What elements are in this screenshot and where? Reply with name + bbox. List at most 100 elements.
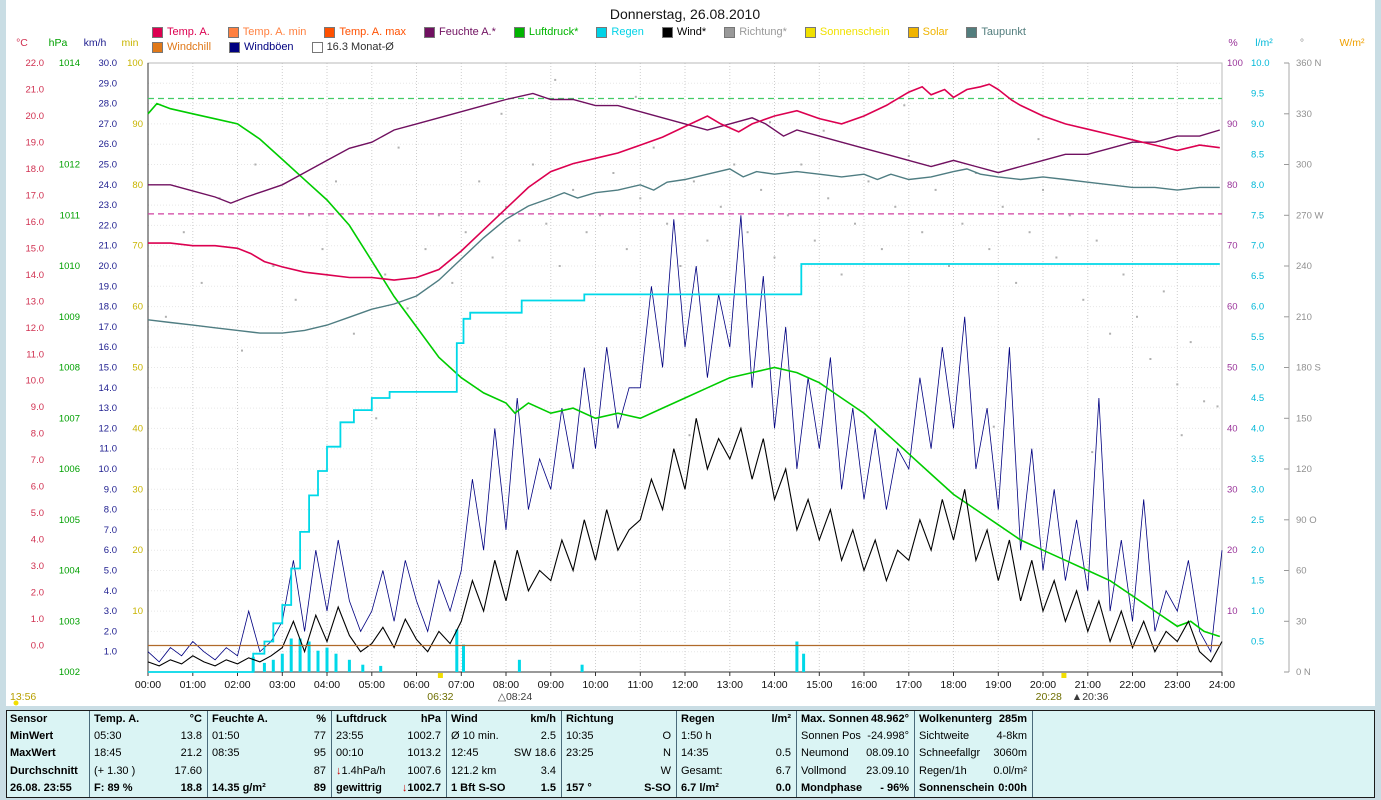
series-luftdruck bbox=[147, 102, 1221, 638]
table-cell-wind: 1 Bft S-SO 1.5 bbox=[446, 779, 561, 797]
tick-label: 20 bbox=[1227, 545, 1238, 556]
legend-label: Windböen bbox=[244, 41, 294, 53]
series-richtung bbox=[164, 78, 1219, 454]
tick-label: 360 N bbox=[1296, 58, 1321, 69]
table-cell-value: N bbox=[663, 747, 671, 760]
tick-label: 9.0 bbox=[104, 484, 117, 495]
tick-label: 270 W bbox=[1296, 210, 1323, 221]
axis-unit-hpa: hPa bbox=[49, 37, 68, 49]
table-cell-label: 00:10 bbox=[336, 747, 364, 760]
legend-item: 16.3 Monat-Ø bbox=[311, 41, 394, 53]
tick-label: 19.0 bbox=[26, 137, 45, 148]
table-cell-value: 21.2 bbox=[180, 747, 202, 760]
axis-unit-lm2: l/m² bbox=[1255, 37, 1273, 49]
table-cell-value: 48.962° bbox=[870, 713, 909, 725]
sunset-icon bbox=[1061, 673, 1067, 678]
tick-label: 300 bbox=[1296, 160, 1312, 171]
table-cell-value: 0.5 bbox=[775, 747, 791, 760]
table-cell-label: 121.2 km bbox=[451, 764, 497, 777]
plot-grid bbox=[147, 62, 1223, 673]
tick-label: 16.0 bbox=[26, 217, 45, 228]
x-tick-label: 08:00 bbox=[493, 679, 519, 691]
tick-label: 14.0 bbox=[99, 383, 118, 394]
legend-item: Richtung* bbox=[724, 26, 787, 38]
legend-marker-icon bbox=[424, 26, 436, 38]
legend-label: Taupunkt bbox=[981, 26, 1026, 38]
table-cell-misc: Sonnenschein 0:00h bbox=[914, 779, 1032, 797]
legend-label: 16.3 Monat-Ø bbox=[326, 41, 394, 53]
x-tick-label: 15:00 bbox=[806, 679, 832, 691]
tick-label: 1.5 bbox=[1251, 576, 1264, 587]
tick-label: 7.0 bbox=[1251, 241, 1264, 252]
table-cell-regen: Gesamt: 6.7 bbox=[676, 762, 796, 780]
tick-label: 16.0 bbox=[99, 342, 118, 353]
legend-marker-icon bbox=[804, 26, 816, 38]
legend-marker-icon bbox=[661, 26, 673, 38]
table-cell-label: 23:55 bbox=[336, 730, 364, 743]
table-cell-value: 1007.6 bbox=[407, 764, 441, 777]
table-cell-wind: 12:45 SW 18.6 bbox=[446, 745, 561, 763]
tick-label: 8.5 bbox=[1251, 149, 1264, 160]
legend-marker-icon bbox=[724, 26, 736, 38]
table-cell-feuchte: Feuchte A.% bbox=[207, 711, 331, 729]
tick-label: 12.0 bbox=[99, 423, 118, 434]
table-cell-value: hPa bbox=[420, 713, 441, 725]
table-cell-regen: 6.7 l/m² 0.0 bbox=[676, 779, 796, 797]
table-cell-feuchte: 01:50 77 bbox=[207, 728, 331, 746]
tick-label: 2.0 bbox=[104, 626, 117, 637]
table-cell-value: 2.5 bbox=[540, 730, 556, 743]
tick-label: 80 bbox=[1227, 180, 1238, 191]
table-cell-luftdruck: 00:10 1013.2 bbox=[331, 745, 446, 763]
tick-label: 90 O bbox=[1296, 515, 1317, 526]
table-cell-value: W bbox=[660, 764, 671, 777]
axis-unit-kmh: km/h bbox=[84, 37, 107, 49]
table-row-label: 26.08. 23:55 bbox=[10, 781, 72, 794]
tick-label: 1008 bbox=[59, 363, 80, 374]
table-cell-label: 6.7 l/m² bbox=[681, 781, 719, 794]
tick-label: 5.0 bbox=[1251, 363, 1264, 374]
tick-label: 1.0 bbox=[104, 647, 117, 658]
table-cell-label: Temp. A. bbox=[94, 713, 140, 725]
table-cell-value: 13.8 bbox=[180, 730, 202, 743]
tick-label: 26.0 bbox=[99, 139, 118, 150]
tick-label: 22.0 bbox=[26, 58, 45, 69]
table-row: 26.08. 23:55 F: 89 % 18.8 14.35 g/m² 89 gewit… bbox=[7, 779, 1374, 797]
tick-label: 1005 bbox=[59, 515, 80, 526]
tick-label: 1.0 bbox=[31, 614, 44, 625]
tick-label: 0.5 bbox=[1251, 637, 1264, 648]
table-cell-value: 0.0l/m² bbox=[993, 764, 1027, 777]
tick-label: 2.5 bbox=[1251, 515, 1264, 526]
legend-marker-icon bbox=[229, 41, 241, 53]
table-cell-wind: Ø 10 min. 2.5 bbox=[446, 728, 561, 746]
x-tick-label: 18:00 bbox=[940, 679, 966, 691]
stats-table: Sensor Temp. A. °C Feuchte A.% Luftdruck hPa W… bbox=[6, 710, 1375, 798]
table-cell-misc: Wolkenunterg 285m bbox=[914, 711, 1032, 729]
sunrise-icon bbox=[437, 673, 443, 678]
tick-label: 6.0 bbox=[1251, 302, 1264, 313]
table-cell-label: 10:35 bbox=[566, 730, 594, 743]
sun-icon bbox=[13, 700, 19, 706]
tick-label: 3.5 bbox=[1251, 454, 1264, 465]
tick-label: 22.0 bbox=[99, 220, 118, 231]
legend-label: Windchill bbox=[167, 41, 212, 53]
table-cell-label: Sonnenschein bbox=[919, 781, 995, 794]
legend-label: Richtung* bbox=[739, 26, 787, 38]
table-row-label: Sensor bbox=[10, 713, 48, 725]
legend-label: Temp. A. max bbox=[339, 26, 407, 38]
table-cell-label: Schneefallgr bbox=[919, 747, 981, 760]
legend-marker-icon bbox=[513, 26, 525, 38]
tick-label: 9.0 bbox=[1251, 119, 1264, 130]
x-tick-label: 02:00 bbox=[224, 679, 250, 691]
table-cell-value: l/m² bbox=[771, 713, 791, 725]
sun-noon-time: 13:56 bbox=[10, 691, 36, 703]
table-cell-label: Richtung bbox=[566, 713, 614, 725]
tick-label: 3.0 bbox=[1251, 484, 1264, 495]
table-cell-label: Vollmond bbox=[801, 764, 847, 777]
x-tick-label: 00:00 bbox=[135, 679, 161, 691]
pressure-falling-icon: ↓ bbox=[336, 764, 342, 777]
moonset-time: △08:24 bbox=[498, 691, 533, 703]
table-cell-temp: F: 89 % 18.8 bbox=[89, 779, 207, 797]
table-row: MaxWert 18:45 21.2 08:35 95 00:10 1013.2 12:45 S… bbox=[7, 745, 1374, 763]
tick-label: 9.5 bbox=[1251, 89, 1264, 100]
tick-label: 10.0 bbox=[1251, 58, 1270, 69]
